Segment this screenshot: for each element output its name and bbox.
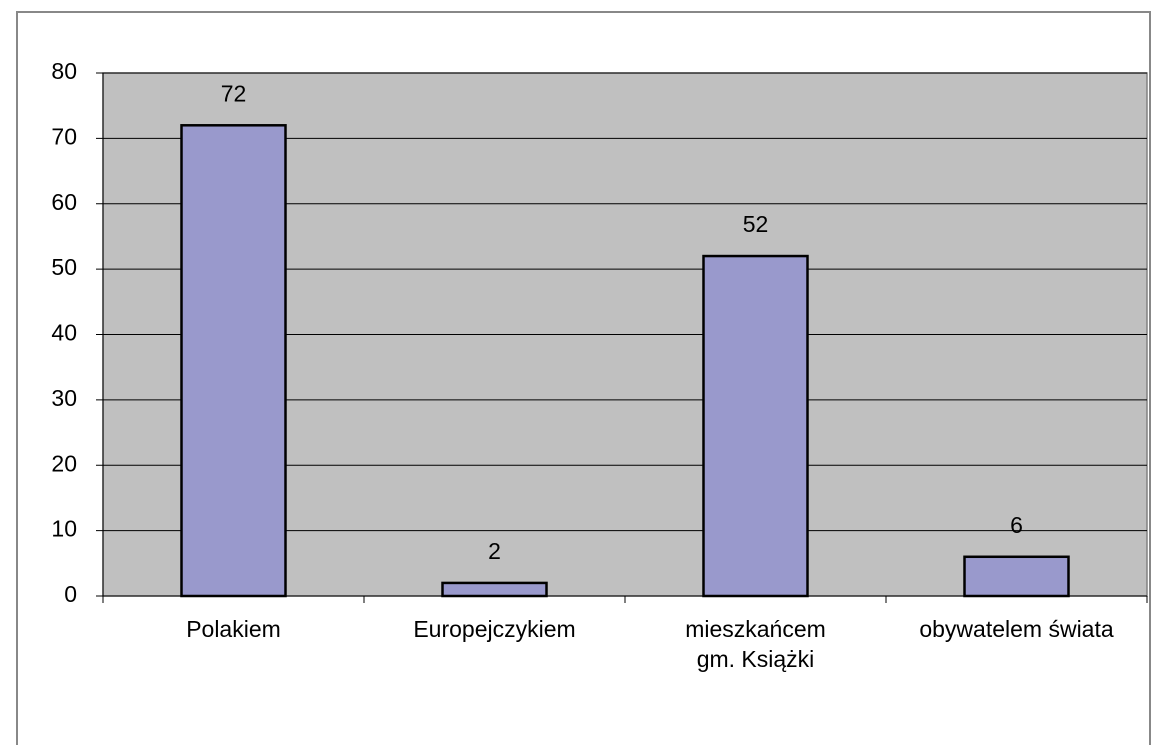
x-tick-label: Europejczykiem [413, 616, 576, 642]
y-tick-label: 20 [51, 450, 77, 476]
x-tick-label: mieszkańcem gm. Książki [685, 616, 826, 672]
x-tick-label: Polakiem [186, 616, 281, 642]
y-tick-label: 80 [51, 58, 77, 84]
y-tick-label: 0 [64, 581, 77, 607]
y-tick-label: 60 [51, 189, 77, 215]
data-label: 72 [221, 80, 247, 106]
bar [702, 254, 809, 598]
y-tick-label: 50 [51, 254, 77, 280]
y-tick-label: 30 [51, 385, 77, 411]
data-label: 2 [488, 538, 501, 564]
y-tick-label: 70 [51, 123, 77, 149]
data-label: 6 [1010, 512, 1023, 538]
bar [180, 124, 287, 598]
bar [963, 555, 1070, 598]
y-tick-label: 40 [51, 320, 77, 346]
x-tick-label: obywatelem świata [919, 616, 1114, 642]
bar [441, 581, 548, 598]
y-tick-label: 10 [51, 516, 77, 542]
chart-frame [16, 11, 1151, 745]
data-label: 52 [743, 211, 769, 237]
